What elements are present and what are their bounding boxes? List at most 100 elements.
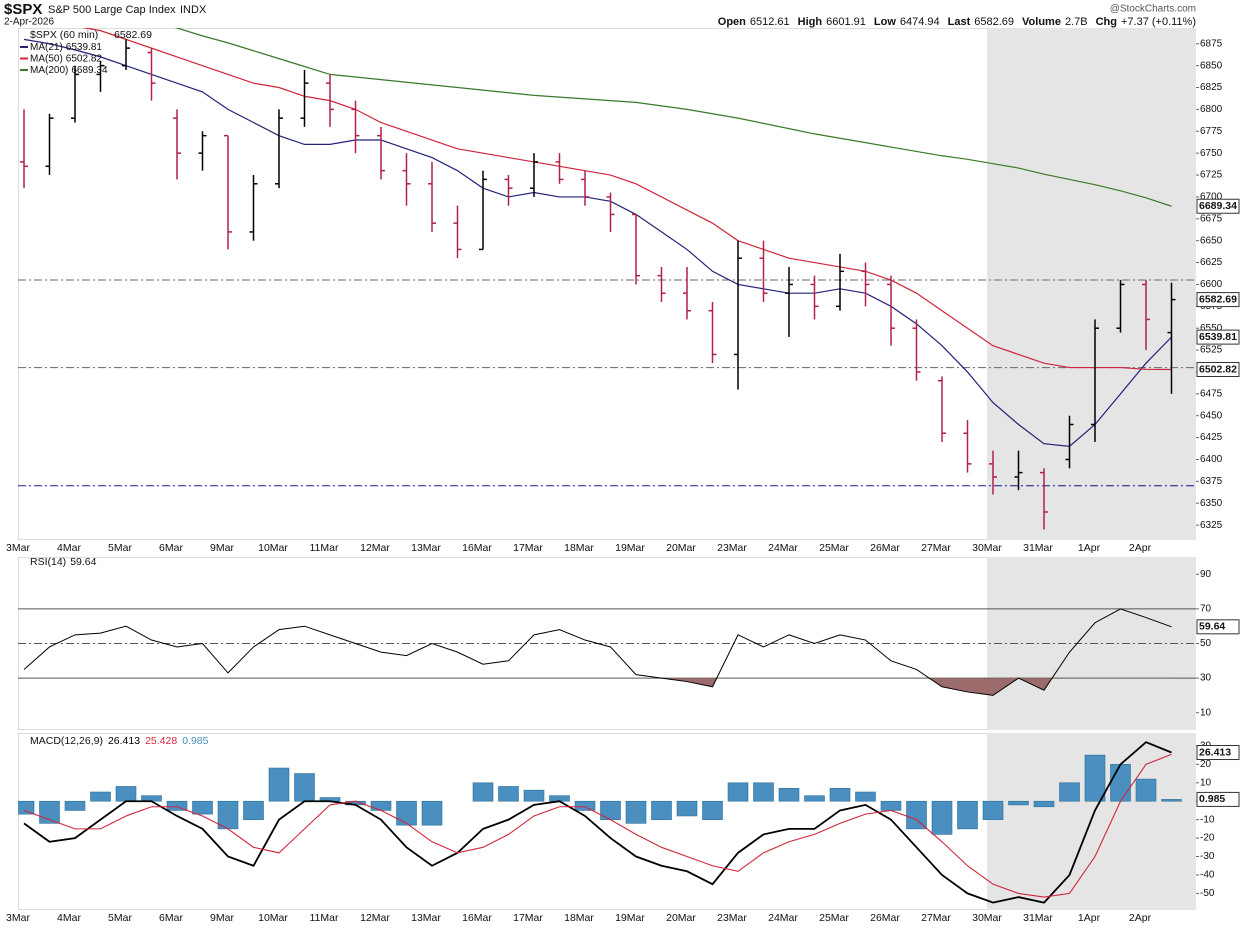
- y-tick-label: -20: [1200, 833, 1215, 844]
- x-tick-label: 13Mar: [411, 542, 441, 554]
- value-tag-text: 26.413: [1199, 746, 1231, 758]
- quote-value: 6601.91: [826, 16, 866, 28]
- value-tag: [1196, 198, 1240, 214]
- histogram-bar: [1084, 754, 1106, 802]
- x-tick-label: 13Mar: [411, 912, 441, 924]
- quote-label: Open: [718, 16, 746, 28]
- value-tag: [1196, 619, 1240, 635]
- x-tick-label: 27Mar: [921, 542, 951, 554]
- quote-value: 6474.94: [900, 16, 940, 28]
- x-tick-label: 26Mar: [870, 912, 900, 924]
- x-tick-label: 18Mar: [564, 542, 594, 554]
- histogram-bar: [727, 782, 749, 802]
- y-tick-label: -40: [1200, 870, 1215, 881]
- y-tick-label: 6400: [1200, 454, 1223, 465]
- y-tick-label: 6700: [1200, 192, 1223, 203]
- quote-label: Low: [874, 16, 896, 28]
- y-tick-label: 6525: [1200, 345, 1223, 356]
- x-tick-label: 12Mar: [360, 542, 390, 554]
- legend-value: 0.985: [182, 735, 208, 747]
- y-tick-label: 6875: [1200, 38, 1223, 49]
- quote-value: 6512.61: [750, 16, 790, 28]
- moving-average: [81, 28, 1172, 371]
- moving-average: [23, 38, 1172, 447]
- histogram-bar: [294, 773, 315, 802]
- x-tick-label: 5Mar: [108, 912, 132, 924]
- y-tick-label: 6450: [1200, 410, 1223, 421]
- histogram-bar: [115, 786, 137, 802]
- x-tick-label: 30Mar: [972, 912, 1002, 924]
- legend-text: MACD(12,26,9) 26.413 25.428 0.985: [30, 735, 209, 747]
- y-tick-label: 6350: [1200, 498, 1223, 509]
- x-tick-label: 1Apr: [1078, 542, 1101, 554]
- moving-average: [174, 28, 1172, 207]
- x-tick-label: 4Mar: [57, 912, 81, 924]
- histogram-bar: [574, 800, 596, 811]
- histogram-bar: [982, 800, 1004, 820]
- y-tick-label: 6625: [1200, 257, 1223, 268]
- y-tick-label: 6650: [1200, 235, 1223, 246]
- y-tick-label: -30: [1200, 851, 1215, 862]
- y-tick-label: 6375: [1200, 476, 1223, 487]
- histogram-bar: [1161, 799, 1182, 802]
- y-tick-label: 6800: [1200, 104, 1223, 115]
- y-tick-label: 6425: [1200, 432, 1223, 443]
- histogram-bar: [1135, 778, 1157, 802]
- symbol: $SPX: [4, 1, 42, 18]
- histogram-bar: [829, 788, 851, 802]
- histogram-bar: [778, 788, 800, 802]
- y-tick-label: 6600: [1200, 279, 1223, 290]
- x-tick-label: 24Mar: [768, 912, 798, 924]
- x-tick-label: 17Mar: [513, 912, 543, 924]
- panel: [18, 733, 1196, 910]
- x-tick-label: 19Mar: [615, 912, 645, 924]
- histogram-bar: [243, 800, 264, 820]
- y-tick-label: 70: [1200, 604, 1212, 615]
- value-tag: [1196, 361, 1240, 377]
- macd-line: [23, 753, 1172, 898]
- date: 2-Apr-2026: [4, 17, 54, 28]
- y-tick-label: 30: [1200, 673, 1212, 684]
- histogram-bar: [166, 800, 188, 811]
- value-tag: [1196, 791, 1240, 807]
- histogram-bar: [90, 791, 111, 802]
- histogram-bar: [676, 800, 698, 817]
- histogram-bar: [1110, 764, 1131, 802]
- y-tick-label: 6550: [1200, 323, 1223, 334]
- value-tag: [1196, 292, 1240, 308]
- y-tick-label: 6675: [1200, 213, 1223, 224]
- value-tag-text: 59.64: [1199, 621, 1225, 633]
- histogram-bar: [906, 800, 927, 830]
- histogram-bar: [880, 800, 902, 811]
- x-tick-label: 16Mar: [462, 912, 492, 924]
- x-tick-label: 24Mar: [768, 542, 798, 554]
- panel: [18, 28, 1196, 540]
- histogram-bar: [472, 782, 494, 802]
- legend-text: RSI(14) 59.64: [30, 556, 97, 568]
- histogram-bar: [804, 795, 825, 802]
- legend-value: 26.413: [108, 735, 140, 747]
- legend-name: MA(200): [30, 65, 68, 76]
- histogram-bar: [523, 789, 545, 802]
- x-tick-label: 23Mar: [717, 912, 747, 924]
- x-tick-label: 25Mar: [819, 912, 849, 924]
- x-tick-label: 12Mar: [360, 912, 390, 924]
- y-tick-label: 6725: [1200, 170, 1223, 181]
- x-tick-label: 2Apr: [1129, 542, 1152, 554]
- x-tick-label: 9Mar: [210, 542, 234, 554]
- legend-text: $SPX (60 min): [30, 29, 98, 41]
- x-tick-label: 3Mar: [6, 912, 30, 924]
- histogram-bar: [625, 800, 647, 824]
- legend-name: MA(21): [30, 42, 63, 53]
- x-tick-label: 26Mar: [870, 542, 900, 554]
- y-tick-label: 6750: [1200, 148, 1223, 159]
- legend-value: 6539.81: [66, 42, 103, 53]
- value-tag-text: 0.985: [1199, 793, 1225, 805]
- x-tick-label: 19Mar: [615, 542, 645, 554]
- y-tick-label: 10: [1200, 707, 1212, 718]
- x-tick-label: 6Mar: [159, 542, 183, 554]
- value-tag-text: 6539.81: [1199, 331, 1237, 343]
- legend-text: MA(21) 6539.81: [30, 42, 102, 53]
- histogram-bar: [1008, 800, 1029, 806]
